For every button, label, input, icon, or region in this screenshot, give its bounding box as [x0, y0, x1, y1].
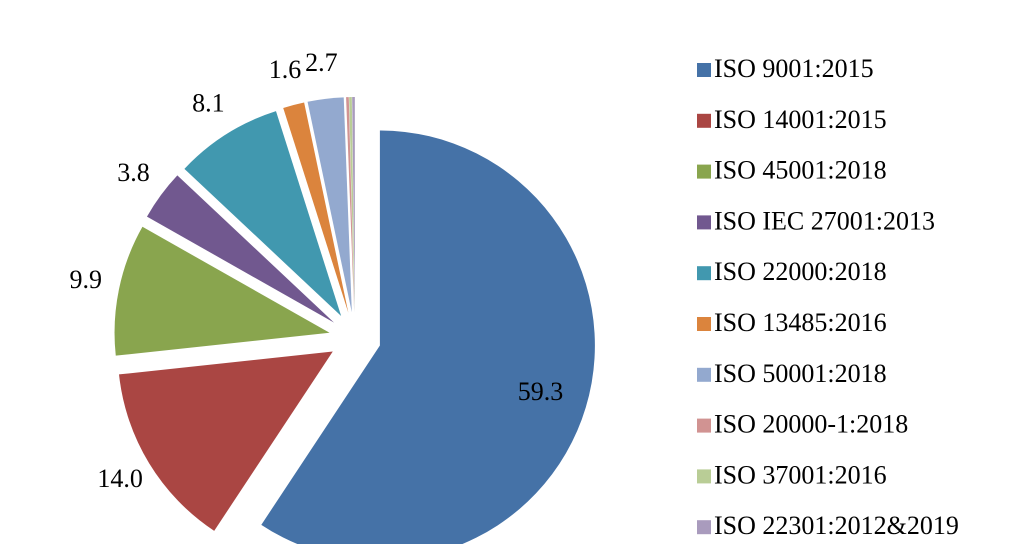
pie-slice: [114, 226, 330, 356]
data-label: 1.6: [269, 55, 302, 84]
data-label: 3.8: [117, 158, 150, 187]
pie-slice: [119, 351, 333, 531]
data-label: 9.9: [69, 265, 102, 294]
legend-swatch: [697, 113, 711, 128]
data-label: 14.0: [97, 464, 143, 493]
legend-label: ISO 45001:2018: [714, 156, 887, 185]
pie-slice: [283, 102, 349, 313]
data-label: 59.3: [518, 377, 564, 406]
pie-slice: [184, 111, 342, 317]
legend-label: ISO 9001:2015: [714, 54, 874, 83]
legend-swatch: [697, 266, 711, 281]
legend-swatch: [697, 520, 711, 535]
data-label: 8.1: [192, 88, 225, 117]
pie-slice: [307, 97, 352, 313]
legend-swatch: [697, 63, 711, 77]
legend-swatch: [697, 469, 711, 484]
legend-swatch: [697, 367, 711, 382]
legend-label: ISO 13485:2016: [714, 308, 887, 337]
legend-swatch: [697, 215, 711, 230]
legend-label: ISO 22000:2018: [714, 257, 887, 286]
legend-label: ISO 50001:2018: [714, 359, 887, 388]
legend-label: ISO 14001:2015: [714, 105, 887, 134]
legend-swatch: [697, 317, 711, 331]
legend-label: ISO 20000-1:2018: [714, 410, 908, 439]
legend-swatch: [697, 164, 711, 179]
data-label: 2.7: [305, 48, 338, 77]
legend-label: ISO 37001:2016: [714, 460, 887, 489]
pie-slice: [349, 97, 355, 313]
pie-slice: [346, 97, 355, 313]
legend-label: ISO 22301:2012&2019: [714, 511, 959, 540]
pie-slice: [352, 97, 355, 313]
legend-swatch: [697, 418, 711, 433]
pie-slice: [146, 175, 335, 323]
legend-label: ISO IEC 27001:2013: [714, 206, 935, 235]
pie-slice: [261, 130, 595, 544]
